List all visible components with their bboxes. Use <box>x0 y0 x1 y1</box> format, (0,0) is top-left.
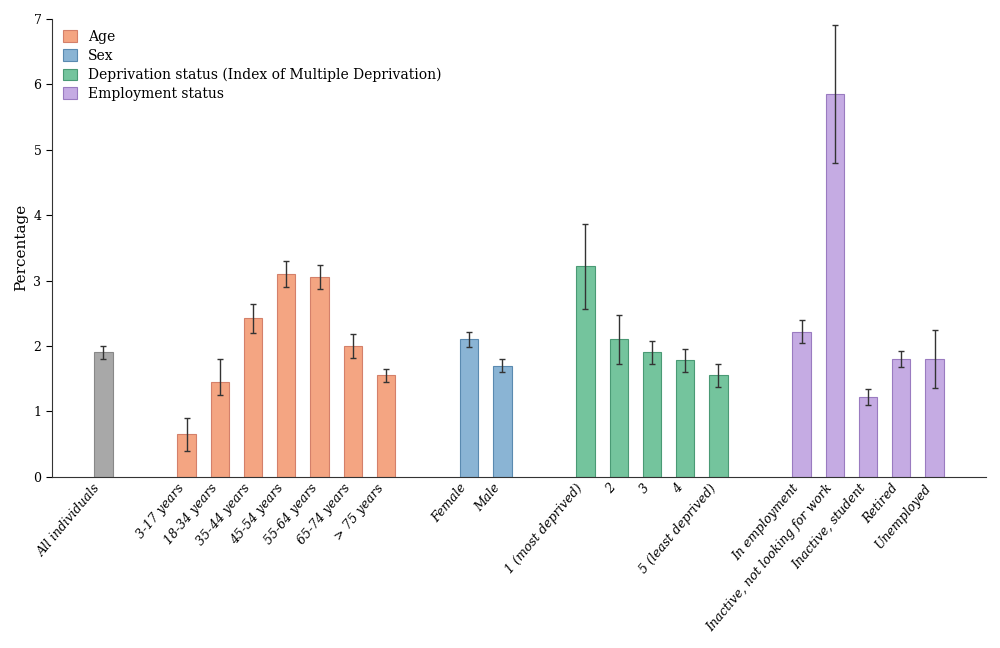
Bar <box>310 277 329 477</box>
Bar <box>377 375 395 477</box>
Bar <box>643 353 661 477</box>
Bar <box>859 397 877 477</box>
Bar <box>344 346 362 477</box>
Bar <box>460 340 478 477</box>
Bar <box>576 266 595 477</box>
Bar <box>493 365 512 477</box>
Bar <box>826 94 844 477</box>
Bar <box>177 434 196 477</box>
Bar <box>211 382 229 477</box>
Legend: Age, Sex, Deprivation status (Index of Multiple Deprivation), Employment status: Age, Sex, Deprivation status (Index of M… <box>59 26 446 105</box>
Bar <box>709 375 728 477</box>
Y-axis label: Percentage: Percentage <box>14 204 28 292</box>
Bar <box>676 360 694 477</box>
Bar <box>94 353 113 477</box>
Bar <box>610 340 628 477</box>
Bar <box>277 274 295 477</box>
Bar <box>792 332 811 477</box>
Bar <box>925 359 944 477</box>
Bar <box>244 318 262 477</box>
Bar <box>892 359 910 477</box>
